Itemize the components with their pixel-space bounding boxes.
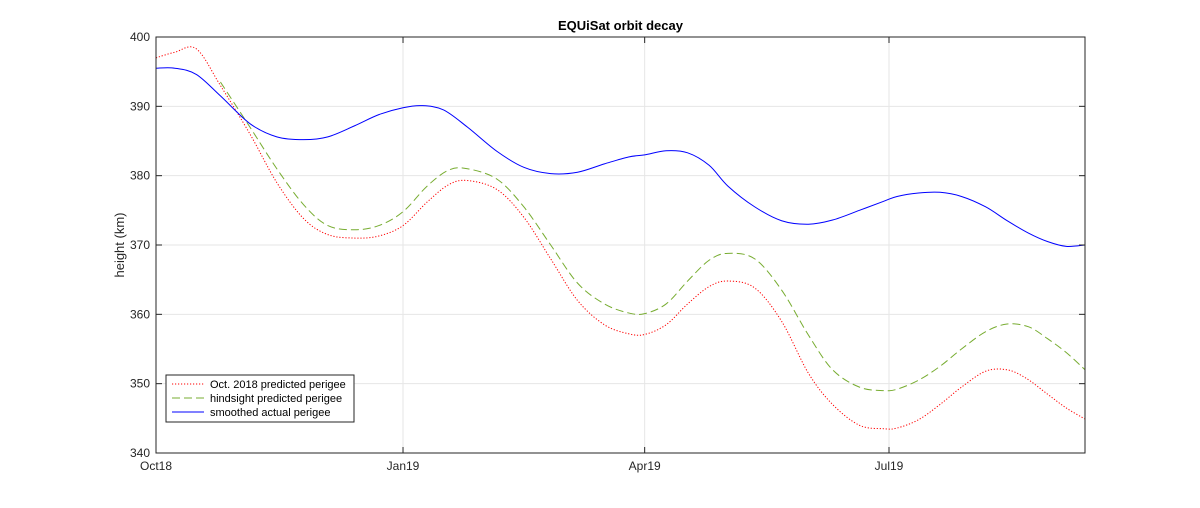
y-tick-label: 340 <box>130 446 150 460</box>
y-tick-label: 370 <box>130 238 150 252</box>
legend-label: smoothed actual perigee <box>210 407 330 419</box>
x-tick-label: Apr19 <box>629 459 661 473</box>
legend-label: hindsight predicted perigee <box>210 393 342 405</box>
series-line-1 <box>220 81 1086 392</box>
series-line-0 <box>155 46 1086 430</box>
y-tick-label: 350 <box>130 377 150 391</box>
y-axis-label: height (km) <box>112 212 127 277</box>
series-line-2 <box>155 67 1086 248</box>
legend-label: Oct. 2018 predicted perigee <box>210 379 346 391</box>
chart-title: EQUiSat orbit decay <box>558 18 684 33</box>
x-tick-label: Jul19 <box>875 459 904 473</box>
y-tick-label: 400 <box>130 30 150 44</box>
y-tick-label: 380 <box>130 169 150 183</box>
series-lines <box>155 46 1086 430</box>
axis-ticks: 340 350 360 370 380 390 400 Oct18 Jan19 Apr19 Jul1… <box>130 30 1085 473</box>
y-tick-label: 390 <box>130 99 150 113</box>
x-tick-label: Oct18 <box>140 459 172 473</box>
legend: Oct. 2018 predicted perigee hindsight pre… <box>165 374 355 423</box>
x-tick-label: Jan19 <box>387 459 420 473</box>
y-tick-label: 360 <box>130 307 150 321</box>
